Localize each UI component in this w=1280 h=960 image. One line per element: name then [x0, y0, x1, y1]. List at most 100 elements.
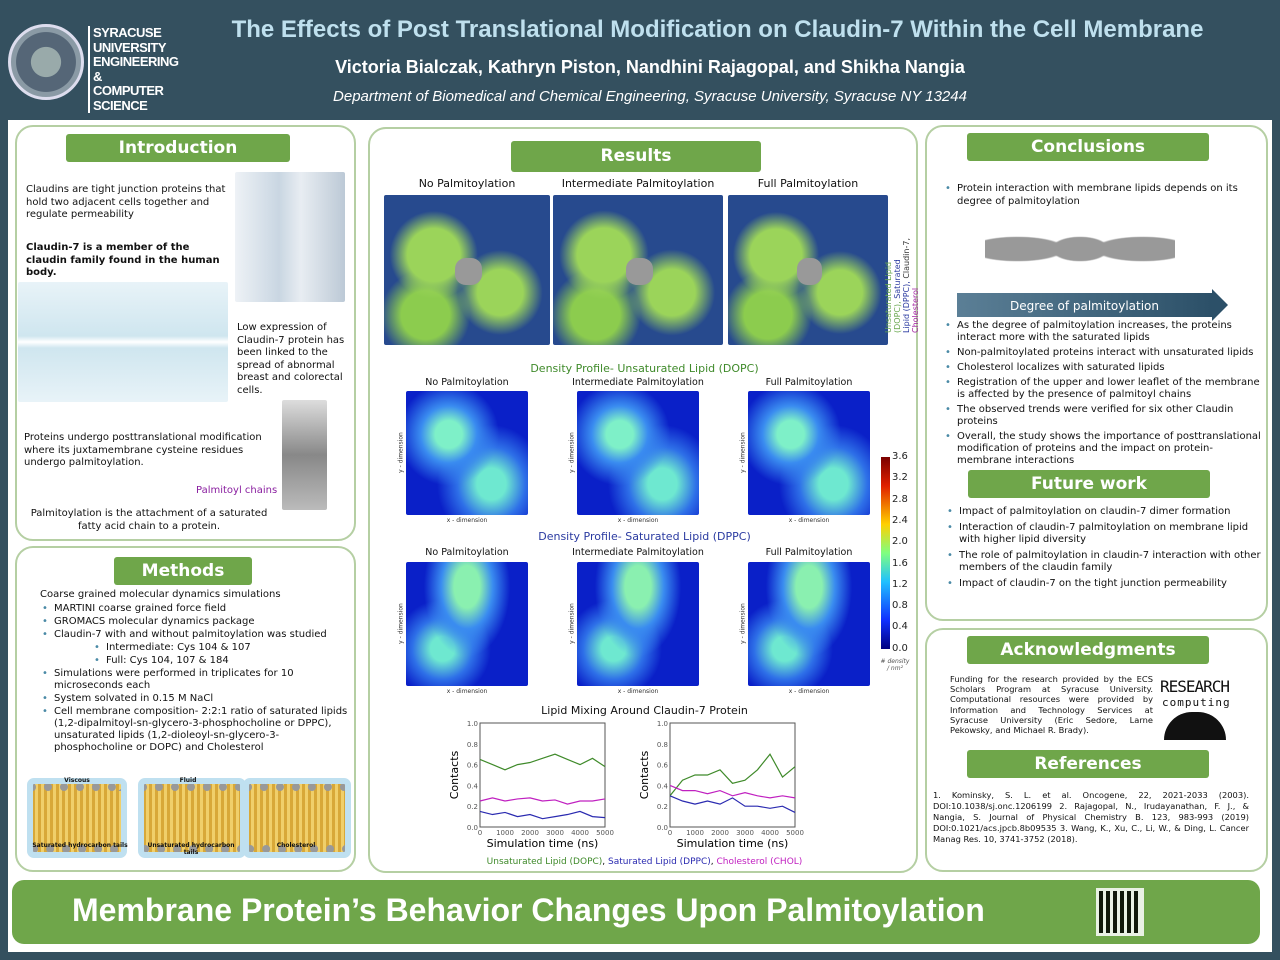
poster-header: SYRACUSE UNIVERSITY ENGINEERING & COMPUT… — [0, 0, 1280, 120]
future-work-item: Interaction of claudin-7 palmitoylation … — [945, 522, 1263, 547]
mixing-legend-dopc: Unsaturated Lipid (DOPC) — [486, 857, 603, 867]
methods-item: Claudin-7 with and without palmitoylatio… — [40, 629, 352, 641]
methods-item: System solvated in 0.15 M NaCl — [40, 693, 352, 705]
ecs-logo-text: SYRACUSE UNIVERSITY ENGINEERING & COMPUT… — [88, 25, 179, 113]
dopc-density-heatmap — [406, 391, 528, 515]
colorbar-tick: 0.0 — [892, 642, 908, 654]
y-tick-label: 0.4 — [657, 782, 669, 790]
authors: Victoria Bialczak, Kathryn Piston, Nandh… — [335, 57, 965, 77]
conclusion-item: Protein interaction with membrane lipids… — [943, 183, 1261, 208]
dppc-density-heatmap — [748, 562, 870, 686]
colorbar-tick: 1.6 — [892, 557, 908, 569]
colorbar-tick: 2.4 — [892, 514, 908, 526]
y-tick-label: 0.6 — [467, 762, 479, 770]
membrane-diagram — [243, 778, 351, 858]
tight-junction-diagram — [235, 172, 345, 302]
dopc-density-title: Density Profile- Unsaturated Lipid (DOPC… — [530, 362, 759, 375]
condition-label: Full Palmitoylation — [757, 177, 859, 190]
colorbar-tick: 3.6 — [892, 451, 908, 462]
x-axis-label: x - dimension — [788, 688, 830, 695]
plot-frame — [669, 722, 796, 828]
x-axis-label: x - dimension — [788, 517, 830, 524]
colorbar-tick: 0.4 — [892, 621, 908, 633]
acknowledgments-heading: Acknowledgments — [967, 636, 1209, 664]
colorbar-tick: 2.0 — [892, 536, 908, 548]
epithelial-cells-diagram — [18, 282, 228, 402]
research-computing-logo-line2: computing — [1162, 696, 1231, 709]
conclusion-banner — [12, 880, 1260, 944]
methods-item: GROMACS molecular dynamics package — [40, 616, 352, 628]
y-tick-label: 0.2 — [657, 803, 668, 811]
membrane-top-label: Viscous — [64, 777, 90, 784]
y-tick-label: 0.8 — [657, 741, 668, 749]
conclusion-item: Overall, the study shows the importance … — [943, 431, 1261, 467]
density-condition-label: Intermediate Palmitoylation — [572, 547, 704, 558]
methods-item: MARTINI coarse grained force field — [40, 603, 352, 615]
claudin-protein-mark — [796, 258, 823, 285]
x-tick-label: 4000 — [571, 829, 589, 837]
intro-p2: Claudin-7 is a member of the claudin fam… — [26, 242, 220, 278]
methods-list: Coarse grained molecular dynamics simula… — [40, 589, 352, 755]
results-heading: Results — [511, 141, 761, 172]
density-colorbar — [881, 457, 890, 649]
colorbar-tick: 0.8 — [892, 600, 908, 612]
conclusion-item: As the degree of palmitoylation increase… — [943, 320, 1261, 344]
acknowledgments-text: Funding for the research provided by the… — [950, 674, 1153, 736]
density-condition-label: No Palmitoylation — [425, 547, 509, 558]
research-computing-logo-line1: RESEARCH — [1160, 677, 1230, 696]
degree-of-palmitoylation-arrow: Degree of palmitoylation — [957, 289, 1228, 321]
references-heading: References — [967, 750, 1209, 778]
y-tick-label: 0.4 — [467, 782, 479, 790]
x-tick-label: 0 — [668, 829, 672, 837]
membrane-bottom-label: Saturated hydrocarbon tails — [32, 842, 128, 849]
membrane-bottom-label: Unsaturated hydrocarbon tails — [147, 842, 235, 856]
condition-label: Intermediate Palmitoylation — [561, 177, 715, 190]
mixing-title: Lipid Mixing Around Claudin-7 Protein — [541, 704, 748, 717]
x-tick-label: 0 — [478, 829, 482, 837]
methods-subitem: Full: Cys 104, 107 & 184 — [40, 655, 352, 667]
density-condition-label: No Palmitoylation — [425, 377, 509, 388]
series-line — [669, 753, 796, 797]
y-axis-title: Contacts — [448, 750, 461, 799]
future-work-heading: Future work — [968, 470, 1210, 498]
contact-charts: 0.00.20.40.60.81.00 1000 2000 3000 4000 5000S… — [448, 720, 804, 850]
syracuse-seal-logo — [8, 24, 84, 100]
claudin-protein-image — [282, 400, 327, 510]
dopc-density-heatmap — [577, 391, 699, 515]
x-tick-label: 3000 — [546, 829, 564, 837]
series-line — [669, 784, 796, 799]
palmitoyl-label: Palmitoyl chains — [196, 485, 278, 496]
future-work-item: Impact of claudin-7 on the tight junctio… — [945, 578, 1263, 591]
membrane-diagram — [138, 778, 246, 858]
qr-code[interactable] — [1096, 888, 1144, 936]
y-axis-label: y - dimension — [397, 603, 405, 644]
x-axis-label: x - dimension — [617, 517, 659, 524]
x-axis-label: x - dimension — [446, 688, 488, 695]
density-condition-label: Full Palmitoylation — [765, 377, 853, 388]
intro-p1: Claudins are tight junction proteins tha… — [26, 184, 226, 220]
mixing-legend-dppc: Saturated Lipid (DPPC) — [608, 857, 711, 867]
conclusion-item: The observed trends were verified for si… — [943, 404, 1261, 428]
future-work-item: The role of palmitoylation in claudin-7 … — [945, 550, 1263, 575]
x-axis-title: Simulation time (ns) — [677, 837, 789, 850]
membrane-snapshot — [553, 195, 723, 345]
intro-p5: Palmitoylation is the attachment of a sa… — [30, 508, 268, 532]
membrane-diagram — [27, 778, 127, 858]
methods-lead: Coarse grained molecular dynamics simula… — [40, 589, 281, 600]
claudin-protein-mark — [455, 258, 482, 285]
dppc-density-heatmap — [577, 562, 699, 686]
methods-subitem: Intermediate: Cys 104 & 107 — [40, 642, 352, 654]
poster-title: The Effects of Post Translational Modifi… — [231, 16, 1204, 43]
colorbar-tick: 3.2 — [892, 472, 908, 484]
y-axis-label: y - dimension — [397, 432, 405, 473]
x-tick-label: 5000 — [596, 829, 614, 837]
future-work-item: Impact of palmitoylation on claudin-7 di… — [945, 506, 1263, 519]
y-tick-label: 0.6 — [657, 762, 669, 770]
membrane-bottom-label: Cholesterol — [276, 842, 316, 849]
y-tick-label: 0.0 — [467, 824, 478, 832]
palmitoylation-protein-images — [985, 208, 1175, 290]
x-tick-label: 2000 — [521, 829, 539, 837]
membrane-snapshot — [728, 195, 888, 345]
molecule-legend: Unsaturated Lipid (DOPC), Saturated Lipi… — [884, 238, 920, 333]
y-axis-label: y - dimension — [568, 432, 576, 473]
